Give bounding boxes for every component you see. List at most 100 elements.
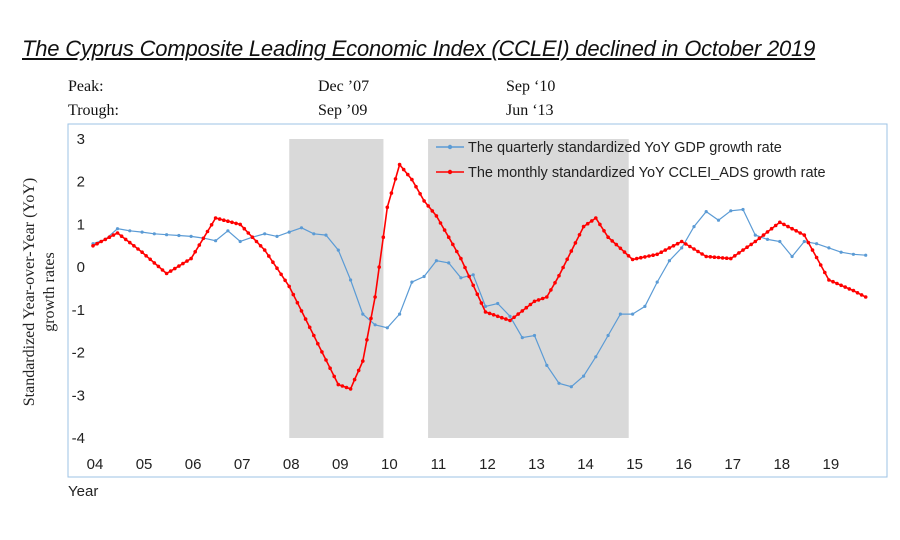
series-2-point (238, 222, 242, 227)
series-2-point (512, 315, 516, 320)
series-2-point (181, 261, 185, 266)
series-2-point (692, 247, 696, 251)
series-2-point (177, 264, 181, 268)
series-2-point (782, 222, 786, 227)
series-2-point (352, 377, 357, 382)
series-2-point (827, 278, 831, 282)
series-1-point (140, 230, 144, 234)
x-tick-label: 12 (479, 456, 496, 473)
series-1-point (557, 381, 561, 385)
y-tick-label: -4 (72, 430, 85, 447)
series-2-point (790, 226, 794, 231)
series-2-point (545, 295, 549, 299)
series-2-point (132, 244, 136, 248)
series-2-point (123, 237, 128, 242)
series-2-point (168, 269, 173, 273)
series-2-point (745, 245, 749, 249)
y-axis-label: Standardized Year-over-Year (YoY) growth … (21, 178, 58, 407)
series-2-point (491, 313, 496, 317)
series-2-point (573, 241, 578, 245)
series-2-point (712, 255, 717, 259)
y-tick-label: 3 (77, 131, 85, 148)
series-2-point (749, 242, 753, 247)
series-1-point (778, 239, 782, 244)
x-tick-label: 08 (283, 456, 300, 473)
series-2-point (618, 246, 623, 251)
series-2-point (540, 296, 545, 301)
series-2-point (303, 317, 308, 321)
series-2-point (495, 314, 500, 319)
series-1-point (336, 248, 340, 252)
series-2-point (365, 338, 369, 342)
series-2-point (312, 333, 316, 338)
series-2-point (201, 236, 206, 241)
y-tick-label: -3 (72, 387, 85, 404)
series-2-point (769, 226, 774, 231)
series-2-point (381, 235, 386, 239)
series-2-point (287, 284, 292, 289)
chart-title: The Cyprus Composite Leading Economic In… (22, 36, 816, 61)
series-1-point (729, 209, 733, 213)
series-2-point (753, 239, 758, 244)
series-2-point (818, 263, 823, 267)
series-1-point (165, 233, 169, 237)
series-2-point (729, 256, 733, 261)
series-2-point (217, 217, 222, 221)
x-tick-label: 04 (87, 456, 104, 473)
series-2-point (798, 231, 802, 235)
series-1-point (324, 233, 328, 237)
series-2-point (614, 242, 619, 247)
series-1-point (827, 246, 831, 250)
x-tick-label: 06 (185, 456, 202, 473)
series-line-1 (92, 208, 866, 388)
series-1-point (483, 304, 488, 308)
series-1-point (582, 374, 586, 378)
series-2-point (152, 261, 157, 265)
series-2-point (275, 266, 279, 271)
series-2-point (193, 250, 197, 254)
x-axis-label: Year (68, 483, 98, 500)
legend-marker-2 (447, 169, 453, 175)
series-2-point (524, 305, 529, 310)
series-2-point (794, 229, 798, 233)
shaded-period-1 (289, 139, 384, 438)
series-2-point (553, 281, 557, 285)
series-2-point (434, 214, 439, 218)
x-tick-label: 07 (234, 456, 251, 473)
series-2-point (581, 224, 586, 229)
series-1-point (569, 385, 573, 389)
series-2-point (320, 350, 324, 354)
series-2-point (459, 256, 463, 261)
x-tick-label: 15 (626, 456, 643, 473)
peak-label: Peak: (68, 78, 104, 95)
series-2-point (471, 283, 476, 288)
series-2-point (95, 241, 99, 246)
series-1-point (655, 280, 659, 284)
series-2-point (442, 228, 447, 232)
series-2-point (549, 288, 553, 292)
series-2-point (406, 172, 410, 177)
series-2-point (667, 246, 672, 250)
series-2-point (271, 260, 275, 265)
legend-marker-1 (447, 144, 453, 150)
series-2-point (397, 162, 402, 167)
series-2-point (855, 291, 860, 295)
series-2-point (389, 191, 394, 195)
series-2-point (128, 240, 132, 245)
series-1-point (459, 276, 463, 280)
series-1-point (704, 210, 708, 214)
series-2-point (385, 205, 390, 210)
series-2-point (647, 254, 651, 258)
series-2-point (720, 256, 725, 260)
series-1-point (434, 259, 438, 263)
series-1-point (532, 333, 537, 338)
series-2-point (761, 233, 766, 237)
trough-label: Trough: (68, 102, 119, 119)
series-1-point (496, 301, 500, 306)
series-2-point (295, 300, 300, 305)
series-2-point (839, 283, 843, 288)
series-2-point (786, 224, 790, 229)
y-tick-label: 0 (77, 259, 85, 276)
series-line-2 (92, 162, 867, 390)
series-2-point (369, 316, 373, 321)
